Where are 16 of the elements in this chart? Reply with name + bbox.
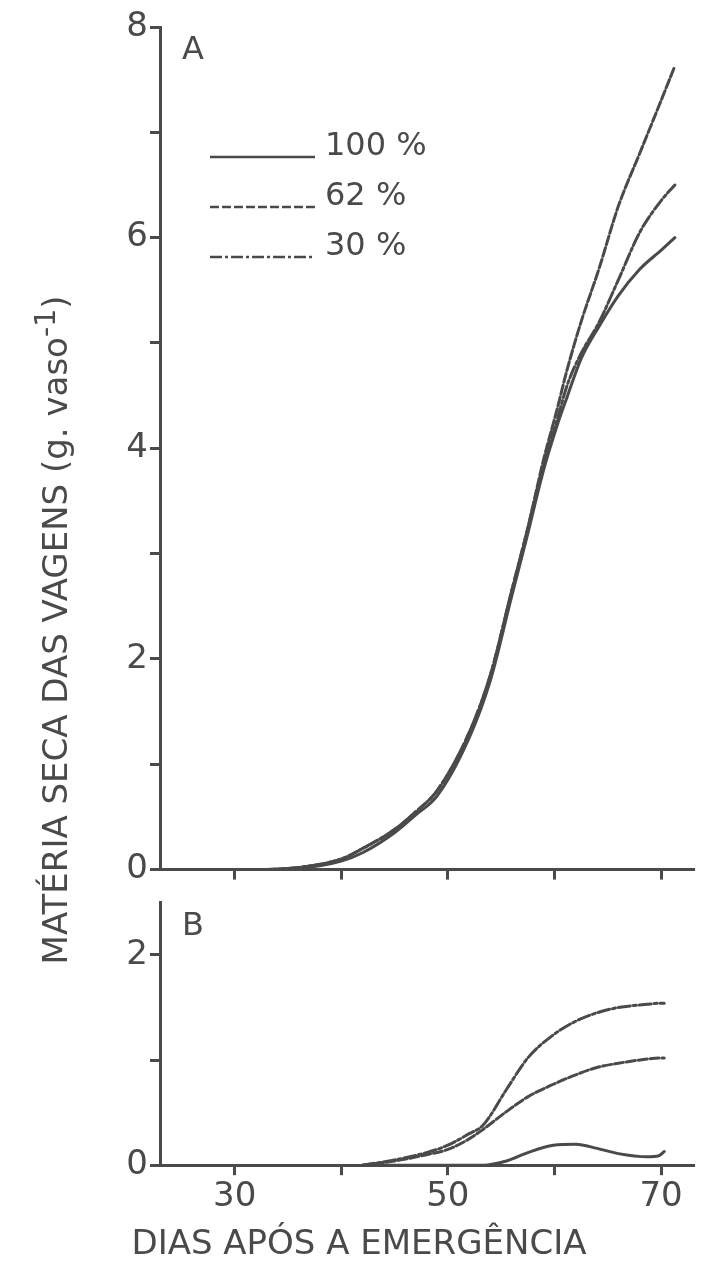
legend-label: 100 % xyxy=(325,125,427,164)
annotation: B xyxy=(182,904,204,943)
y-tick-label: 6 xyxy=(126,214,148,255)
y-tick-label: 2 xyxy=(126,635,148,676)
x-axis-title: DIAS APÓS A EMERGÊNCIA xyxy=(130,1222,588,1262)
x-tick-label: 50 xyxy=(426,1174,470,1215)
y-tick-label: 4 xyxy=(126,425,148,466)
annotation: A xyxy=(182,29,204,68)
x-tick-label: 30 xyxy=(212,1174,257,1215)
y-tick-label: 0 xyxy=(126,846,148,887)
legend-label: 30 % xyxy=(325,225,407,264)
y-tick-label: 2 xyxy=(126,931,148,972)
y-tick-label: 8 xyxy=(126,3,148,44)
y-tick-label: 0 xyxy=(126,1142,148,1183)
x-tick-label: 70 xyxy=(639,1174,683,1215)
legend-label: 62 % xyxy=(325,175,407,214)
